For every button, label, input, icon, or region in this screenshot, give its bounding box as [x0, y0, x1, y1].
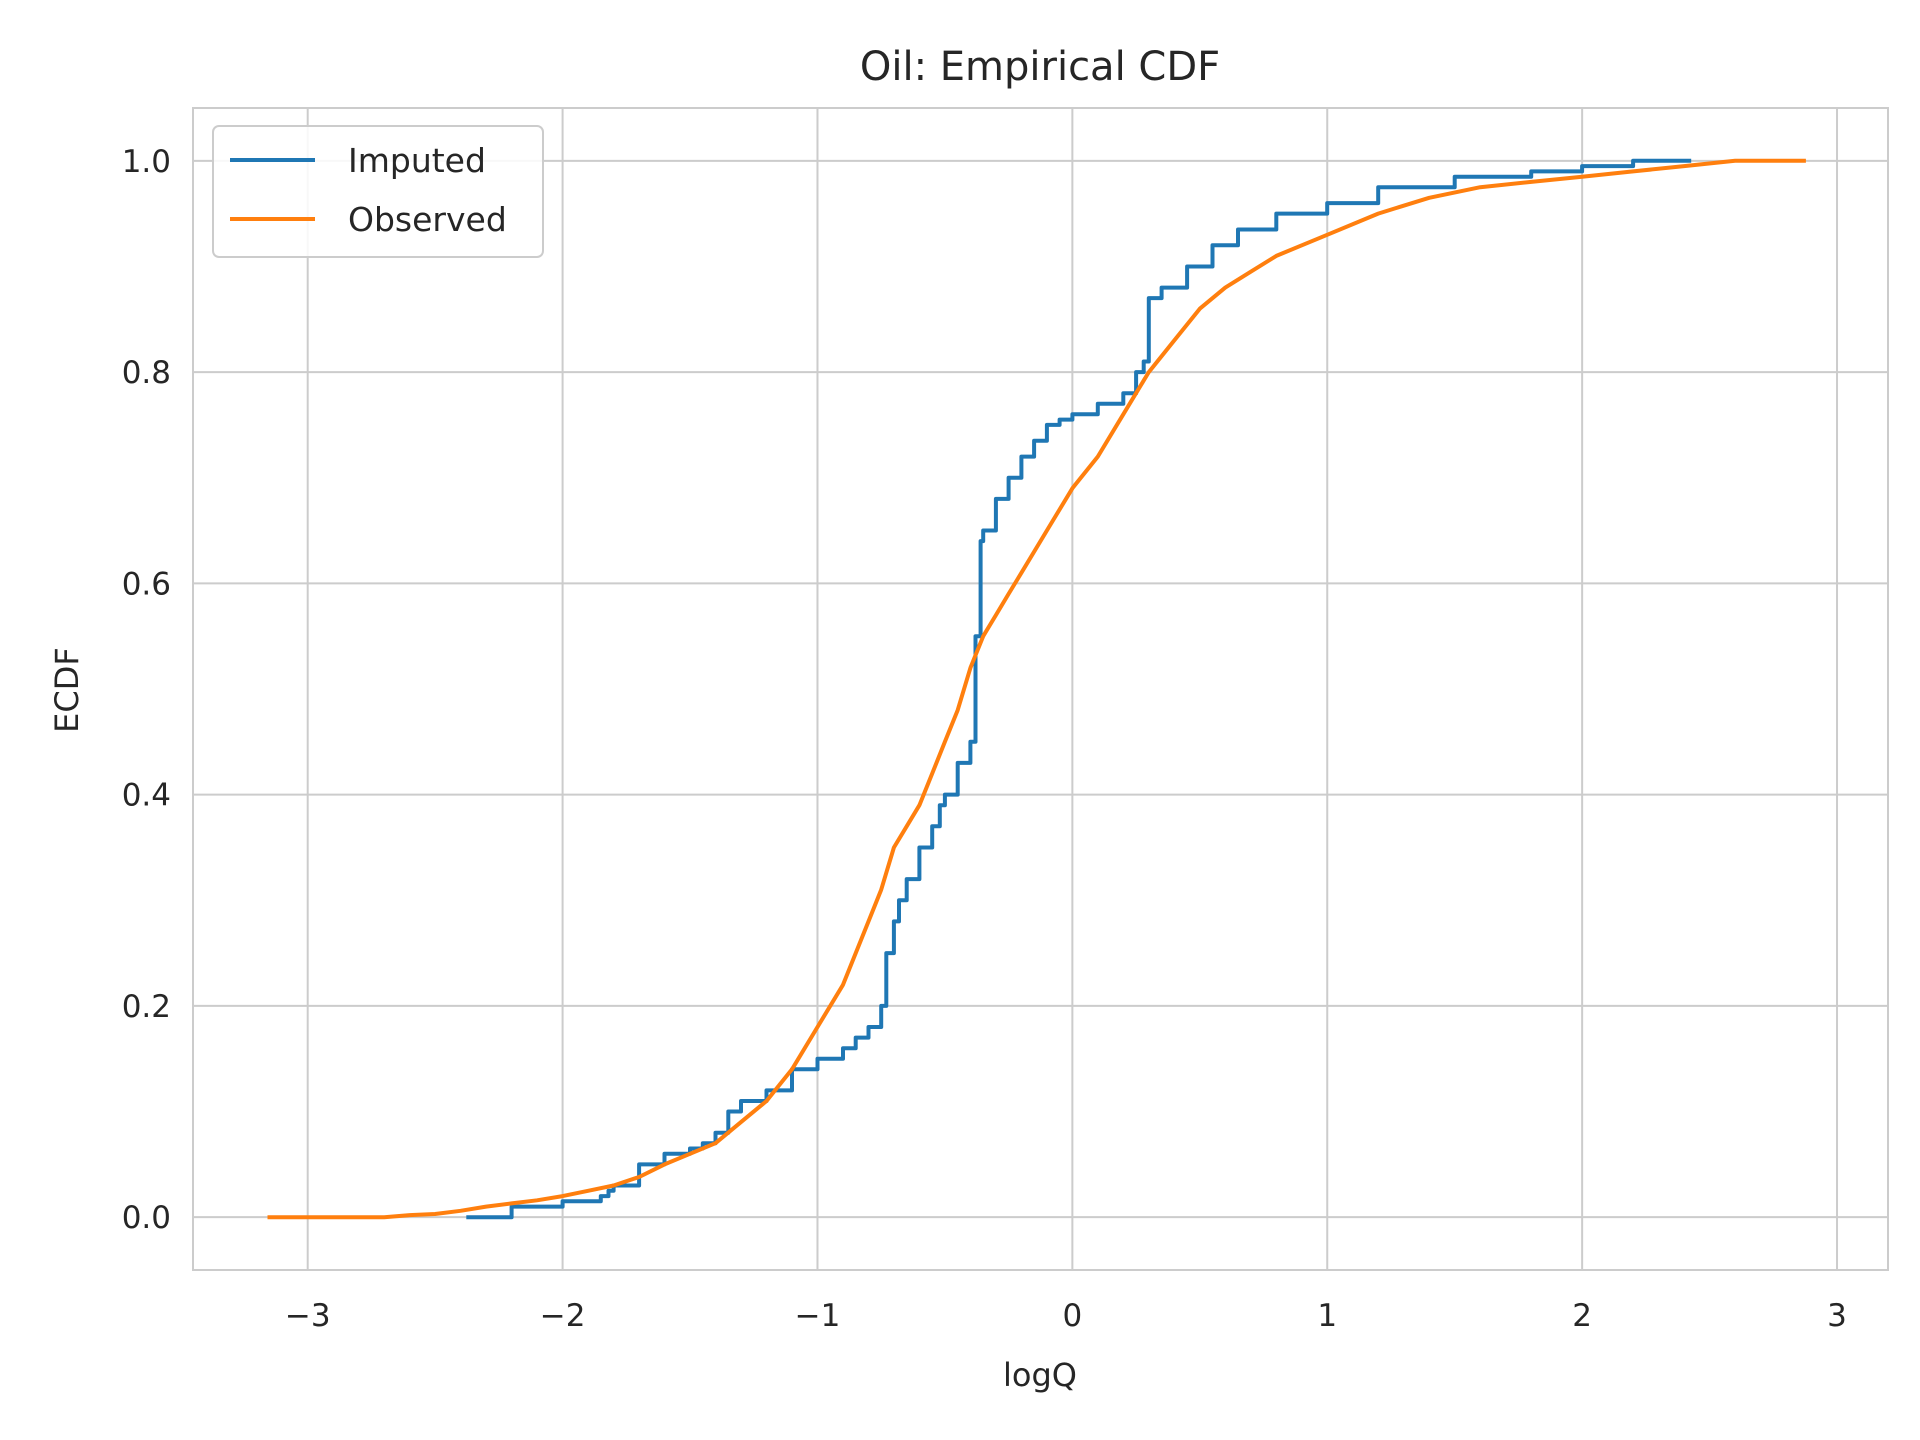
x-tick-label: 0 [1062, 1298, 1082, 1334]
y-tick-label: 0.6 [122, 566, 171, 602]
series-line-observed [267, 158, 1806, 1220]
x-tick-label: 2 [1572, 1298, 1592, 1334]
y-ticks: 0.0 0.2 0.4 0.6 0.8 1.0 [122, 144, 171, 1236]
y-axis-label: ECDF [48, 647, 86, 733]
legend: Imputed Observed [212, 125, 544, 258]
legend-label-observed: Observed [348, 200, 507, 239]
y-tick-label: 0.4 [122, 778, 171, 814]
x-tick-label: −3 [285, 1298, 331, 1334]
y-tick-label: 0.0 [122, 1200, 171, 1236]
x-tick-label: 1 [1317, 1298, 1337, 1334]
legend-label-imputed: Imputed [348, 141, 486, 180]
plot-frame [192, 107, 1889, 1271]
x-ticks: −3 −2 −1 0 1 2 3 [285, 1298, 1847, 1334]
series-layer [267, 158, 1806, 1220]
x-tick-label: 3 [1827, 1298, 1847, 1334]
x-tick-label: −2 [540, 1298, 586, 1334]
y-tick-label: 1.0 [122, 144, 171, 180]
chart-title: Oil: Empirical CDF [860, 44, 1220, 90]
y-tick-label: 0.8 [122, 355, 171, 391]
y-tick-label: 0.2 [122, 989, 171, 1025]
x-axis-label: logQ [1003, 1356, 1077, 1394]
x-tick-label: −1 [795, 1298, 841, 1334]
